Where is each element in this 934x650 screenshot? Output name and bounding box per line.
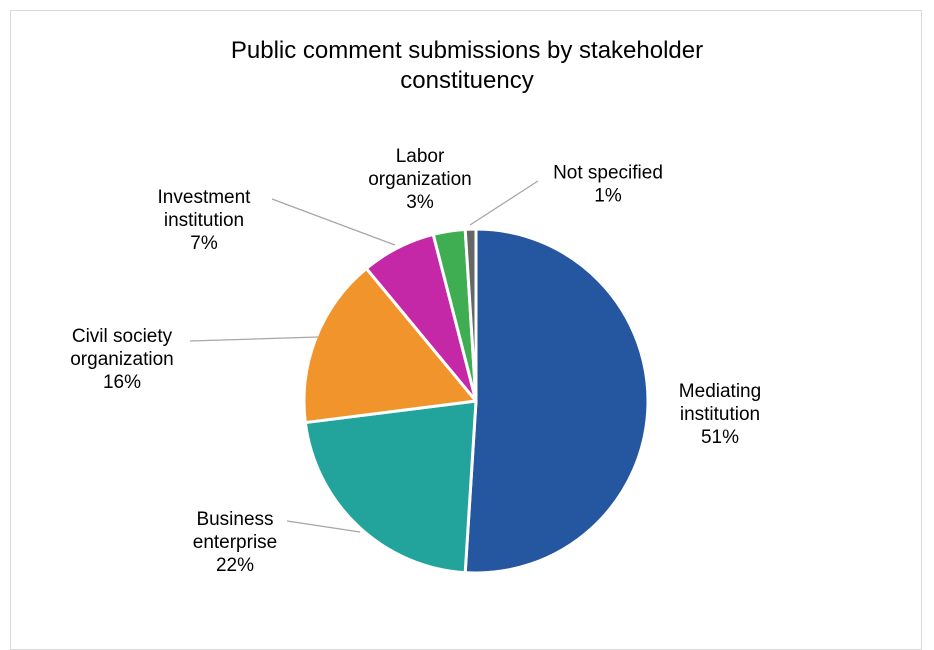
pie-slice bbox=[303, 399, 478, 575]
slice-percent-label: 51% bbox=[701, 427, 739, 448]
slice-percent-label: 1% bbox=[594, 186, 622, 207]
chart-title-line-1: Public comment submissions by stakeholde… bbox=[230, 37, 704, 64]
slice-category-label: institution bbox=[164, 210, 244, 231]
slice-percent-label: 3% bbox=[406, 192, 434, 213]
leader-line bbox=[189, 336, 319, 342]
slice-category-label: Not specified bbox=[553, 163, 663, 184]
slice-category-label: enterprise bbox=[193, 532, 278, 553]
slice-percent-label: 7% bbox=[190, 233, 218, 254]
slice-category-label: organization bbox=[70, 349, 174, 370]
slice-category-label: Business bbox=[196, 509, 273, 530]
leader-line bbox=[286, 520, 361, 533]
slice-category-label: organization bbox=[368, 169, 472, 190]
slice-category-label: Civil society bbox=[72, 326, 173, 347]
slice-category-label: institution bbox=[680, 404, 760, 425]
pie-slice bbox=[463, 227, 478, 403]
slice-percent-label: 22% bbox=[216, 555, 254, 576]
slice-label: Investment institution 7% bbox=[158, 187, 252, 254]
pie-chart: Mediating institution 51%Business enterpris… bbox=[70, 146, 761, 576]
slice-label: Labor organization 3% bbox=[368, 146, 472, 213]
slice-label: Mediating institution 51% bbox=[679, 381, 761, 448]
slice-label: Civil society organization 16% bbox=[70, 326, 174, 393]
slice-percent-label: 16% bbox=[103, 372, 141, 393]
chart-title: Public comment submissions by stakeholde… bbox=[0, 36, 934, 96]
chart-title-line-2: constituency bbox=[400, 67, 534, 94]
slice-label: Business enterprise 22% bbox=[193, 509, 278, 576]
pie-slice bbox=[463, 227, 650, 575]
slice-label: Not specified 1% bbox=[553, 163, 663, 207]
slice-category-label: Labor bbox=[396, 146, 445, 167]
leader-line bbox=[469, 180, 539, 226]
slice-category-label: Mediating bbox=[679, 381, 761, 402]
slice-category-label: Investment bbox=[158, 187, 252, 208]
leader-line bbox=[271, 198, 396, 246]
